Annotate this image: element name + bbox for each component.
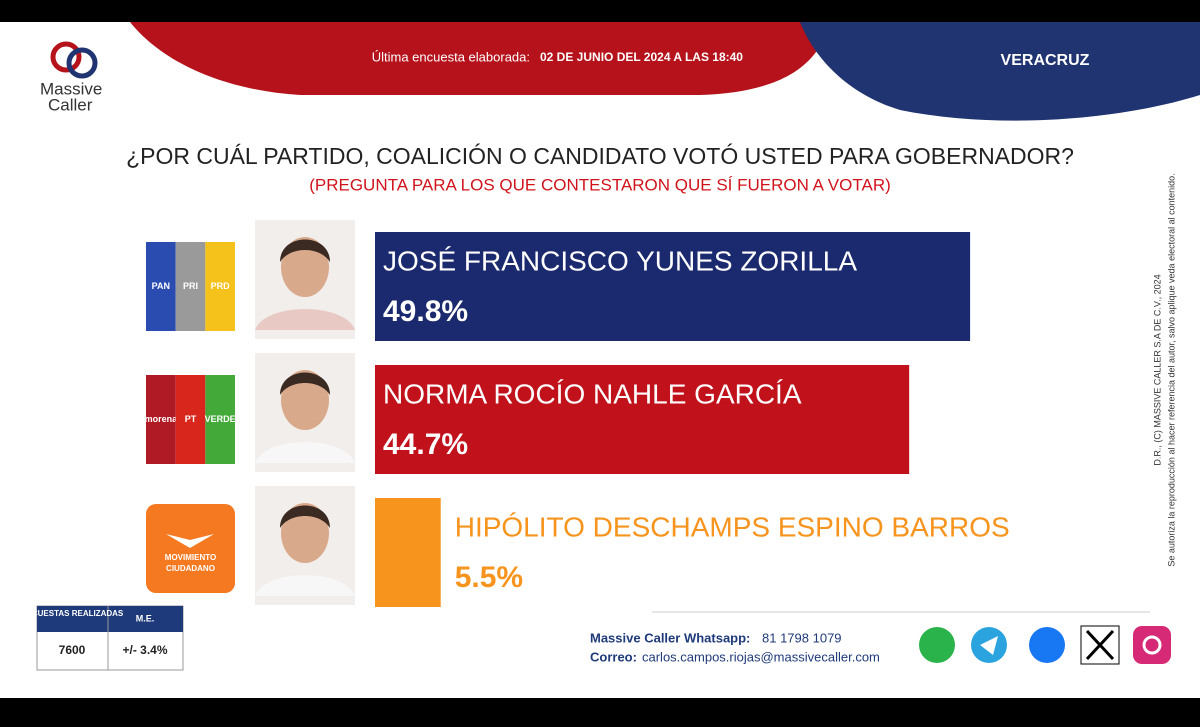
photo-shoulders bbox=[255, 442, 355, 463]
value-label: 44.7% bbox=[383, 428, 468, 461]
table-header: ENCUESTAS REALIZADAS bbox=[21, 609, 124, 618]
party-stripe bbox=[175, 375, 206, 464]
chart-title: ¿POR CUÁL PARTIDO, COALICIÓN O CANDIDATO… bbox=[126, 143, 1074, 169]
table-cell: 7600 bbox=[59, 643, 86, 657]
bar bbox=[375, 232, 971, 341]
party-emblem bbox=[166, 534, 214, 548]
party-name: CIUDADANO bbox=[166, 564, 215, 573]
table-cell: +/- 3.4% bbox=[122, 643, 167, 657]
top-band bbox=[0, 0, 1200, 22]
bottom-band bbox=[0, 698, 1200, 727]
region: VERACRUZ bbox=[1001, 52, 1090, 69]
party-name: PAN bbox=[152, 281, 170, 291]
value-label: 5.5% bbox=[455, 561, 523, 594]
brand-name: Massive bbox=[40, 79, 102, 98]
candidate-name: HIPÓLITO DESCHAMPS ESPINO BARROS bbox=[455, 511, 1010, 542]
survey-label: Última encuesta elaborada: bbox=[372, 49, 530, 64]
table-header: M.E. bbox=[136, 613, 155, 623]
footer-label: Massive Caller Whatsapp: bbox=[590, 630, 750, 645]
header-red bbox=[130, 22, 830, 95]
photo-shoulders bbox=[255, 309, 355, 330]
footer-email: carlos.campos.riojas@massivecaller.com bbox=[642, 649, 880, 664]
party-name: MOVIMIENTO bbox=[165, 553, 216, 562]
bar bbox=[375, 365, 910, 474]
photo-hair bbox=[280, 372, 330, 395]
party-stripe bbox=[175, 242, 206, 331]
instagram-icon[interactable] bbox=[1133, 626, 1171, 664]
side-note: D.R., (C) MASSIVE CALLER S.A DE C.V., 20… bbox=[1152, 274, 1162, 465]
party-name: VERDE bbox=[205, 414, 236, 424]
party-stripe bbox=[205, 375, 235, 464]
candidate-name: JOSÉ FRANCISCO YUNES ZORILLA bbox=[383, 245, 857, 276]
candidate-name: NORMA ROCÍO NAHLE GARCÍA bbox=[383, 378, 802, 409]
footer-label: Correo: bbox=[590, 649, 637, 664]
party-name: morena bbox=[145, 414, 179, 424]
brand-name: Caller bbox=[48, 95, 93, 114]
chart-subtitle: (PREGUNTA PARA LOS QUE CONTESTARON QUE S… bbox=[309, 175, 891, 194]
value-label: 49.8% bbox=[383, 295, 468, 328]
side-note: Se autoriza la reproducción al hacer ref… bbox=[1166, 173, 1176, 566]
photo-hair bbox=[280, 505, 330, 528]
photo-shoulders bbox=[255, 575, 355, 596]
facebook-icon[interactable] bbox=[1029, 627, 1065, 663]
bar bbox=[375, 498, 441, 607]
summary-table bbox=[36, 605, 184, 671]
footer-phone: 81 1798 1079 bbox=[762, 630, 842, 645]
party-stripe bbox=[146, 375, 176, 464]
social-icons bbox=[919, 625, 1171, 665]
brand-logo bbox=[50, 41, 98, 79]
party-stripe bbox=[205, 242, 235, 331]
party-name: PT bbox=[185, 414, 197, 424]
photo-hair bbox=[280, 239, 330, 262]
party-name: PRD bbox=[211, 281, 231, 291]
party-logo bbox=[146, 504, 235, 593]
survey-date: 02 DE JUNIO DEL 2024 A LAS 18:40 bbox=[540, 50, 743, 64]
whatsapp-icon[interactable] bbox=[919, 627, 955, 663]
party-name: PRI bbox=[183, 281, 198, 291]
party-stripe bbox=[146, 242, 176, 331]
header-blue bbox=[800, 22, 1200, 121]
